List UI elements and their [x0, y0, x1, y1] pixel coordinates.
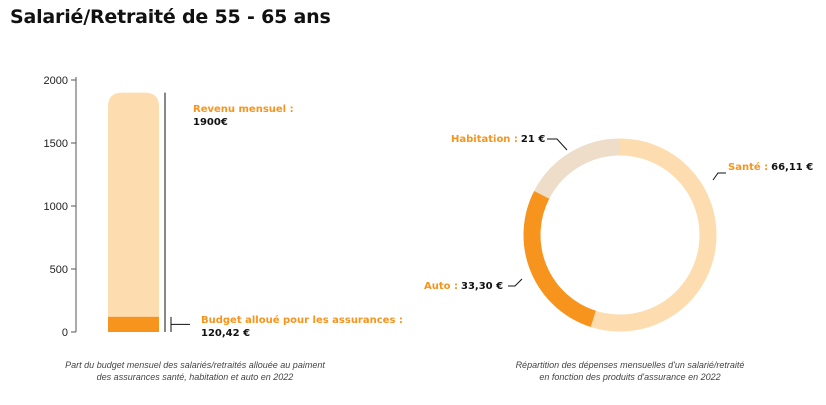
leader-auto — [508, 278, 523, 287]
y-axis-ticks: 2000 1500 1000 500 0 — [44, 75, 76, 339]
y-tick-label: 1000 — [44, 201, 68, 213]
leader-habitation — [547, 138, 568, 151]
bar-chart-caption: Part du budget mensuel des salariés/retr… — [30, 359, 360, 383]
y-tick-label: 500 — [50, 264, 68, 276]
caption-line: Répartition des dépenses mensuelles d'un… — [515, 360, 745, 370]
page-title: Salarié/Retraité de 55 - 65 ans — [10, 6, 331, 28]
bar-income — [108, 92, 159, 332]
donut-slice-habitation — [534, 138, 621, 199]
budget-bracket — [170, 316, 190, 332]
slice-label-sante: Santé :66,11 € — [728, 161, 813, 173]
caption-line: Part du budget mensuel des salariés/retr… — [65, 360, 325, 370]
income-label: Revenu mensuel : — [193, 104, 294, 115]
donut-chart-caption: Répartition des dépenses mensuelles d'un… — [465, 359, 795, 383]
income-value: 1900€ — [193, 117, 228, 128]
budget-label: Budget alloué pour les assurances : — [201, 314, 403, 326]
slice-label-auto: Auto :33,30 € — [424, 281, 503, 292]
caption-line: en fonction des produits d'assurance en … — [539, 372, 721, 382]
y-tick-label: 2000 — [44, 75, 68, 87]
donut-slice-auto — [523, 190, 597, 327]
donut-chart: Habitation :21 € Santé :66,11 € Auto :33… — [424, 134, 813, 332]
y-tick-label: 0 — [62, 327, 68, 339]
donut-slice-sante — [590, 138, 717, 332]
slice-label-habitation: Habitation :21 € — [451, 134, 545, 145]
caption-line: des assurances santé, habitation et auto… — [96, 372, 294, 382]
leader-sante — [712, 172, 726, 181]
y-tick-label: 1500 — [44, 138, 68, 150]
budget-value: 120,42 € — [201, 328, 250, 339]
bar-insurance-budget — [108, 316, 159, 332]
